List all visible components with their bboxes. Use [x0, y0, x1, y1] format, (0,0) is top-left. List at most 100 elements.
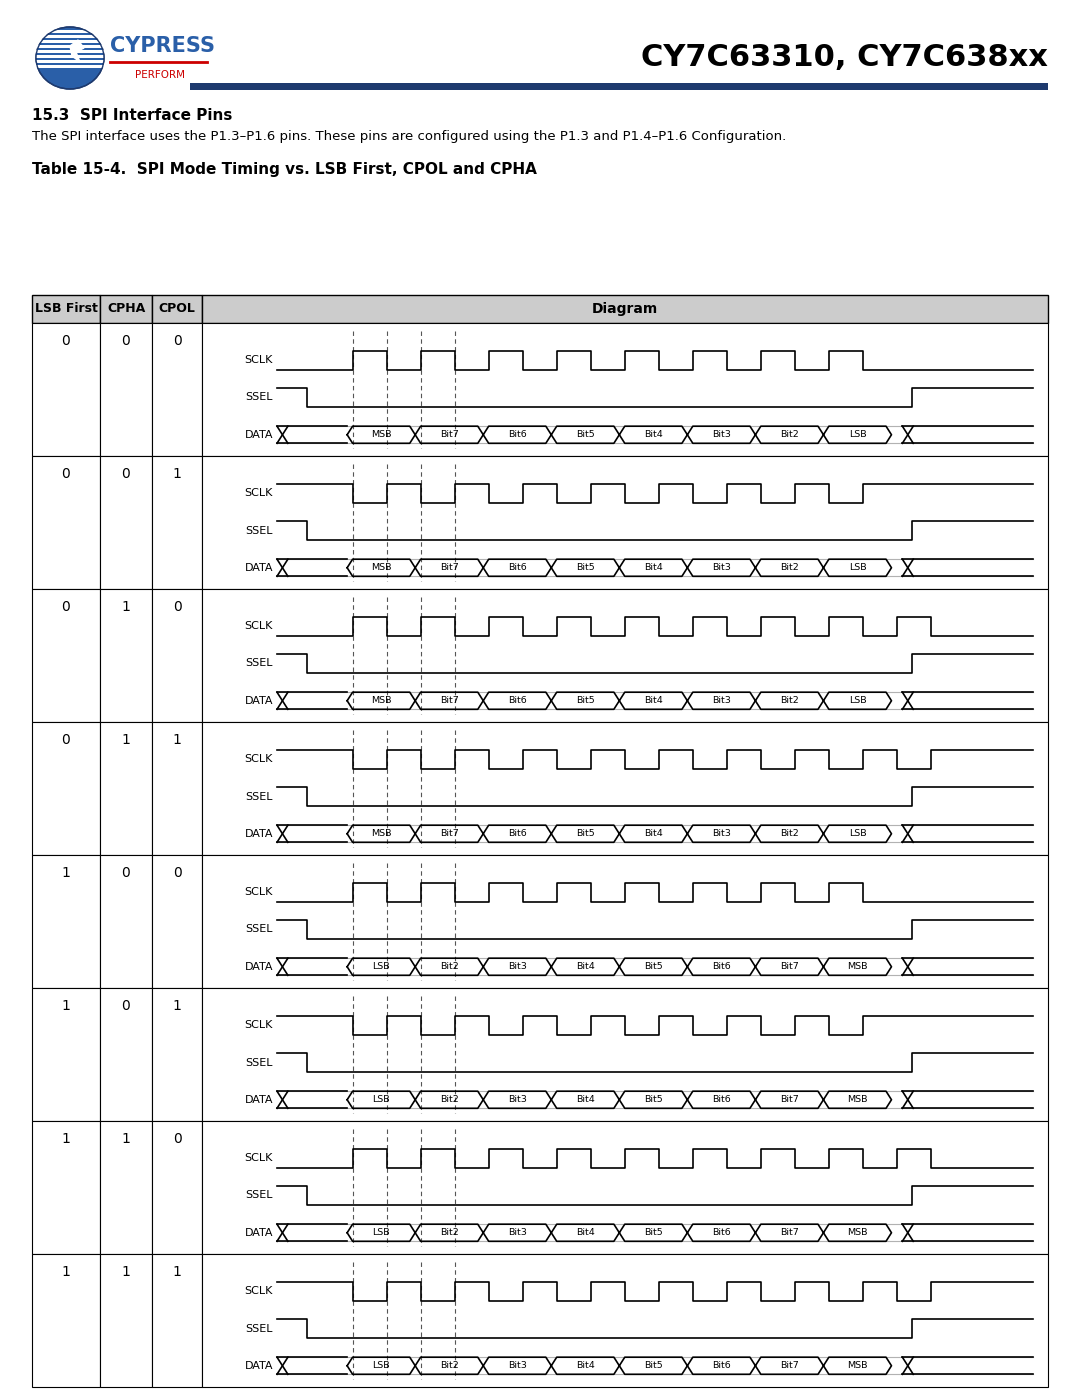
Text: DATA: DATA [244, 1361, 273, 1370]
Text: 1: 1 [173, 467, 181, 481]
Text: 1: 1 [173, 1266, 181, 1280]
Text: 0: 0 [62, 599, 70, 615]
Text: Bit3: Bit3 [712, 696, 731, 705]
Text: SSEL: SSEL [245, 658, 273, 669]
Bar [152, 988, 202, 1120]
Text: MSB: MSB [847, 1228, 867, 1238]
Text: Bit5: Bit5 [644, 1228, 663, 1238]
Text: Bit7: Bit7 [440, 430, 459, 439]
Bar [202, 323, 1048, 455]
Text: Bit4: Bit4 [644, 563, 663, 573]
Bar [100, 455, 152, 590]
Text: MSB: MSB [370, 563, 391, 573]
Text: Bit6: Bit6 [508, 830, 527, 838]
Bar [100, 590, 152, 722]
Text: Bit7: Bit7 [780, 1228, 799, 1238]
Text: Bit5: Bit5 [576, 696, 595, 705]
Bar [36, 41, 104, 43]
Bar [152, 855, 202, 988]
Text: Bit7: Bit7 [780, 1361, 799, 1370]
Text: LSB: LSB [849, 830, 866, 838]
Text: Bit5: Bit5 [644, 1095, 663, 1104]
Bar [152, 590, 202, 722]
Text: LSB First: LSB First [35, 303, 97, 316]
Text: DATA: DATA [244, 430, 273, 440]
Text: Bit5: Bit5 [576, 430, 595, 439]
Text: LSB: LSB [373, 1361, 390, 1370]
Text: Bit2: Bit2 [780, 563, 799, 573]
Text: SSEL: SSEL [245, 393, 273, 402]
Text: SSEL: SSEL [245, 1323, 273, 1334]
Text: SCLK: SCLK [245, 1020, 273, 1030]
Text: Bit6: Bit6 [508, 430, 527, 439]
Text: SSEL: SSEL [245, 925, 273, 935]
Bar [32, 1120, 100, 1255]
Bar [36, 66, 104, 68]
Text: CPOL: CPOL [159, 303, 195, 316]
Bar [32, 722, 100, 855]
Text: MSB: MSB [847, 1095, 867, 1104]
Text: Bit6: Bit6 [712, 1095, 731, 1104]
Text: 1: 1 [62, 999, 70, 1013]
Bar [100, 722, 152, 855]
Bar [36, 45, 104, 47]
Text: Bit3: Bit3 [712, 563, 731, 573]
Bar [36, 35, 104, 38]
Text: DATA: DATA [244, 1228, 273, 1238]
Bar [202, 590, 1048, 722]
Text: The SPI interface uses the P1.3–P1.6 pins. These pins are configured using the P: The SPI interface uses the P1.3–P1.6 pin… [32, 130, 786, 142]
Text: 0: 0 [62, 467, 70, 481]
Bar [36, 29, 104, 32]
Bar [32, 590, 100, 722]
Text: MSB: MSB [370, 696, 391, 705]
Text: LSB: LSB [849, 563, 866, 573]
Text: 0: 0 [62, 733, 70, 747]
Text: DATA: DATA [244, 696, 273, 705]
Text: SCLK: SCLK [245, 622, 273, 631]
Bar [152, 1120, 202, 1255]
Bar [32, 323, 100, 455]
Text: Bit4: Bit4 [576, 963, 595, 971]
Text: DATA: DATA [244, 828, 273, 838]
Bar [32, 455, 100, 590]
Text: Bit6: Bit6 [712, 1361, 731, 1370]
Text: SSEL: SSEL [245, 1058, 273, 1067]
Text: DATA: DATA [244, 961, 273, 972]
Text: Bit5: Bit5 [576, 563, 595, 573]
Text: Bit3: Bit3 [712, 830, 731, 838]
Text: Bit2: Bit2 [440, 1095, 459, 1104]
Text: 1: 1 [122, 1132, 131, 1146]
Bar [36, 60, 104, 63]
Ellipse shape [36, 27, 104, 89]
Text: Bit7: Bit7 [780, 1095, 799, 1104]
Bar [152, 323, 202, 455]
Text: MSB: MSB [847, 963, 867, 971]
Bar [202, 1255, 1048, 1387]
Text: Bit6: Bit6 [508, 563, 527, 573]
Bar [32, 1255, 100, 1387]
Text: Bit2: Bit2 [780, 696, 799, 705]
Text: MSB: MSB [370, 830, 391, 838]
Text: MSB: MSB [847, 1361, 867, 1370]
Text: 1: 1 [122, 1266, 131, 1280]
Bar [32, 295, 100, 323]
Text: Bit2: Bit2 [780, 830, 799, 838]
Bar [100, 855, 152, 988]
Text: Bit6: Bit6 [508, 696, 527, 705]
Text: Bit4: Bit4 [576, 1095, 595, 1104]
Text: PERFORM: PERFORM [135, 70, 185, 80]
Text: Bit4: Bit4 [644, 830, 663, 838]
Text: Bit2: Bit2 [780, 430, 799, 439]
Text: Bit2: Bit2 [440, 963, 459, 971]
Bar [202, 855, 1048, 988]
Text: SCLK: SCLK [245, 1154, 273, 1164]
Text: Bit3: Bit3 [508, 1228, 527, 1238]
Bar [100, 1255, 152, 1387]
Text: Bit4: Bit4 [644, 430, 663, 439]
Bar [152, 722, 202, 855]
Text: LSB: LSB [373, 1228, 390, 1238]
Text: Bit3: Bit3 [508, 1095, 527, 1104]
Text: LSB: LSB [849, 696, 866, 705]
Text: DATA: DATA [244, 1095, 273, 1105]
Bar [100, 295, 152, 323]
